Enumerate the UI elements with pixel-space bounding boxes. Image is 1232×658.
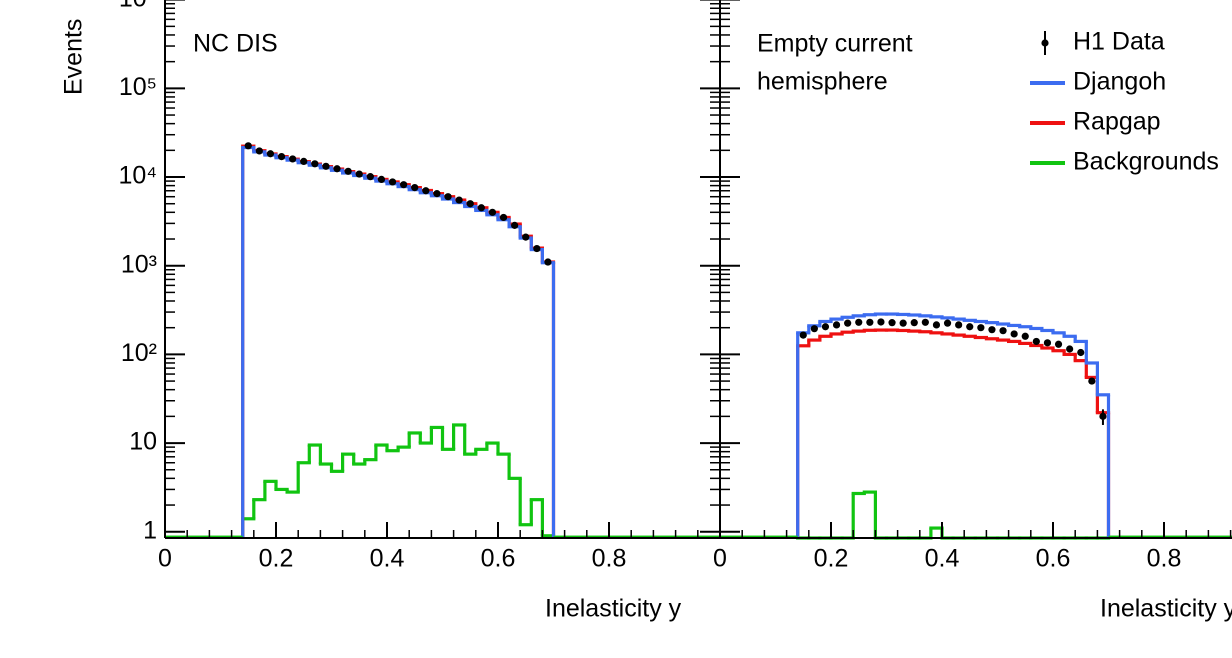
data-point (943, 319, 952, 327)
data-point (799, 331, 807, 339)
data-point (300, 157, 308, 166)
data-point (411, 183, 419, 192)
data-point (333, 165, 341, 173)
data-point (466, 200, 474, 208)
y-tick-label: 10⁵ (119, 73, 157, 101)
data-point (444, 193, 452, 201)
data-point (1054, 340, 1063, 348)
data-point (955, 321, 963, 329)
data-point (810, 325, 818, 333)
data-point (477, 204, 485, 212)
annotation: hemisphere (757, 68, 888, 96)
data-point (821, 323, 830, 331)
annotation: Empty current (757, 30, 913, 58)
x-tick-label: 0.4 (925, 545, 960, 573)
x-tick-label: 0.8 (592, 545, 627, 573)
data-point (522, 233, 530, 241)
x-tick-label: 0.2 (814, 545, 849, 573)
data-point (866, 318, 874, 326)
legend-label: Backgrounds (1073, 148, 1219, 176)
x-axis-label: Inelasticity y (545, 595, 682, 623)
data-point (366, 173, 374, 181)
data-point (1010, 330, 1018, 338)
data-point (400, 181, 408, 189)
data-point (1043, 339, 1052, 347)
data-point (877, 318, 885, 326)
data-point (322, 162, 330, 170)
x-axis-label: Inelasticity y (1100, 595, 1232, 623)
x-tick-label: 0.6 (1036, 545, 1071, 573)
data-point (921, 318, 929, 326)
x-tick-label: 0 (158, 545, 172, 573)
legend-marker (1041, 39, 1049, 47)
legend-label: H1 Data (1073, 28, 1165, 56)
data-point (277, 152, 286, 161)
data-point (899, 319, 907, 327)
data-point (1066, 345, 1074, 353)
legend-label: Djangoh (1073, 68, 1166, 96)
data-point (255, 147, 263, 155)
data-point (888, 319, 896, 327)
data-point (289, 155, 297, 163)
data-point (932, 321, 941, 329)
x-tick-label: 0.8 (1147, 545, 1182, 573)
y-tick-label: 10⁴ (118, 162, 157, 190)
data-point (855, 318, 863, 326)
y-tick-label: 10⁶ (119, 0, 157, 12)
data-point (433, 190, 441, 198)
y-axis-label: Events (60, 19, 88, 95)
data-point (488, 208, 497, 216)
data-point (1077, 348, 1085, 357)
x-tick-label: 0.6 (481, 545, 516, 573)
data-point (832, 321, 841, 329)
y-tick-label: 10³ (121, 250, 157, 278)
data-point (533, 244, 541, 253)
y-tick-label: 1 (143, 516, 157, 544)
data-point (1021, 332, 1029, 340)
data-point (344, 167, 352, 175)
data-point (355, 170, 363, 178)
data-point (377, 175, 386, 184)
x-tick-label: 0 (713, 545, 727, 573)
y-tick-label: 10² (121, 339, 157, 367)
legend-label: Rapgap (1073, 108, 1161, 136)
x-tick-label: 0.2 (259, 545, 294, 573)
data-point (988, 326, 996, 334)
data-point (388, 178, 397, 186)
data-point (266, 150, 275, 158)
data-point (455, 196, 463, 204)
data-point (244, 142, 252, 150)
data-point (422, 187, 430, 195)
x-tick-label: 0.4 (370, 545, 405, 573)
data-point (544, 258, 552, 266)
data-point (511, 221, 519, 229)
data-point (1032, 337, 1040, 346)
data-point (966, 323, 974, 331)
data-point (1099, 412, 1107, 420)
data-point (999, 327, 1007, 335)
data-point (844, 319, 852, 327)
data-point (910, 319, 918, 327)
y-tick-label: 10 (129, 428, 157, 456)
data-point (1088, 377, 1096, 385)
annotation: NC DIS (193, 30, 278, 58)
data-point (311, 160, 319, 168)
data-point (499, 213, 508, 222)
data-point (977, 324, 985, 332)
